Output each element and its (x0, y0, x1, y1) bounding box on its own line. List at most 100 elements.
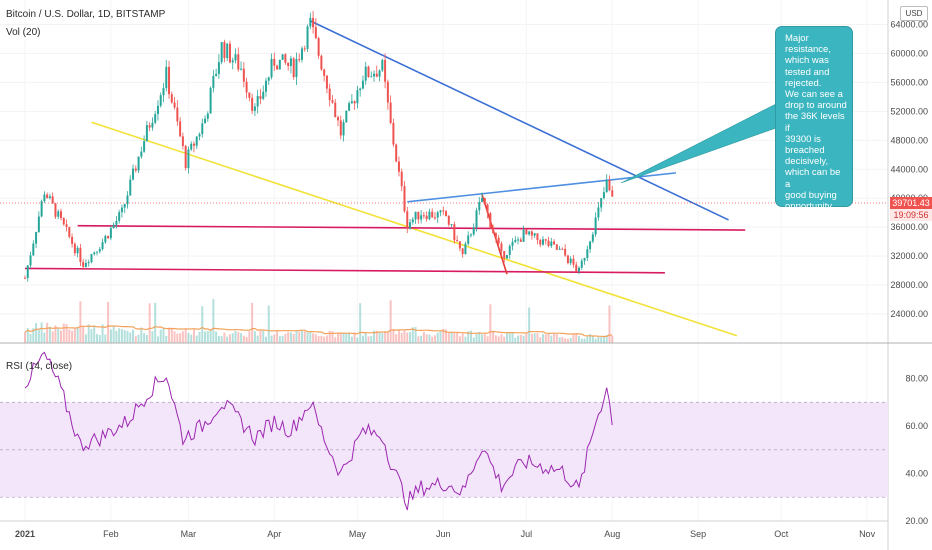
candle-up (301, 48, 303, 60)
candle-up (26, 265, 29, 278)
volume-bar (317, 336, 320, 343)
candle-up (48, 196, 51, 199)
rsi-tick-label: 60.00 (905, 421, 928, 431)
price-tick-label: 52000.00 (890, 106, 928, 116)
volume-label[interactable]: Vol (20) (6, 27, 40, 38)
candle-up (472, 227, 475, 235)
candle-up (84, 263, 87, 267)
candle-down (608, 179, 611, 191)
volume-bar (337, 332, 340, 343)
candle-up (533, 233, 536, 236)
candle-down (395, 144, 398, 162)
candle-down (530, 231, 533, 236)
candle-down (566, 255, 569, 263)
volume-bar (154, 302, 157, 343)
candle-down (525, 229, 528, 235)
volume-bar (107, 302, 110, 343)
candle-down (259, 96, 262, 99)
volume-bar (198, 331, 201, 343)
candle-up (118, 212, 121, 221)
volume-bar (223, 332, 226, 343)
candle-up (370, 76, 373, 78)
volume-bar (298, 331, 301, 343)
candle-up (558, 248, 561, 250)
volume-bars (24, 299, 614, 343)
time-tick-label: Feb (103, 529, 119, 539)
candle-down (179, 121, 182, 137)
candle-down (82, 262, 85, 267)
volume-bar (287, 332, 290, 343)
volume-bar (345, 333, 348, 343)
volume-bar (29, 334, 32, 343)
rsi-tick-label: 40.00 (905, 469, 928, 479)
volume-bar (98, 335, 101, 343)
volume-bar (151, 331, 154, 343)
candle-up (137, 156, 140, 171)
candle-down (237, 54, 240, 70)
candle-down (403, 186, 406, 212)
candle-up (436, 212, 439, 218)
volume-moving-average (24, 325, 613, 338)
volume-bar (118, 328, 121, 343)
volume-bar (600, 337, 603, 343)
candle-down (276, 65, 279, 70)
candle-down (544, 239, 547, 241)
candle-up (126, 195, 129, 205)
candle-up (123, 204, 126, 208)
analysis-callout[interactable]: Major resistance, which was tested and r… (775, 26, 853, 212)
volume-bar (112, 325, 115, 343)
volume-bar (148, 303, 151, 343)
volume-bar (505, 333, 508, 343)
volume-bar (204, 331, 207, 343)
volume-bar (240, 333, 243, 343)
price-tick-label: 32000.00 (890, 251, 928, 261)
volume-bar (442, 328, 445, 343)
volume-bar (306, 332, 309, 343)
volume-bar (578, 335, 580, 343)
volume-bar (334, 337, 337, 343)
currency-badge[interactable]: USD (900, 6, 928, 21)
volume-bar (517, 335, 520, 343)
volume-bar (378, 332, 381, 343)
candle-up (215, 73, 218, 77)
candle-down (492, 228, 495, 234)
volume-bar (431, 336, 434, 343)
candle-up (289, 58, 292, 66)
candle-up (364, 66, 367, 81)
volume-bar (350, 336, 353, 343)
volume-bar (143, 333, 146, 343)
candle-down (561, 248, 564, 250)
candle-down (367, 66, 370, 77)
candle-down (79, 247, 82, 263)
candle-up (361, 80, 364, 89)
candle-up (569, 258, 572, 263)
volume-bar (395, 334, 398, 343)
rsi-label[interactable]: RSI (14, close) (6, 361, 72, 372)
trendline-drawings[interactable] (24, 20, 777, 337)
volume-bar (123, 330, 126, 343)
candle-down (303, 48, 306, 50)
volume-bar (104, 334, 107, 343)
volume-bar (134, 336, 137, 343)
volume-bar (450, 332, 453, 343)
candle-down (500, 243, 503, 252)
symbol-title[interactable]: Bitcoin / U.S. Dollar, 1D, BITSTAMP (6, 9, 166, 20)
volume-bar (264, 336, 267, 343)
volume-bar (583, 338, 586, 343)
volume-bar (425, 334, 428, 343)
red-short-line (481, 194, 508, 275)
volume-bar (176, 333, 179, 343)
candle-up (342, 122, 345, 136)
volume-bar (458, 336, 461, 343)
time-tick-label: Oct (774, 529, 789, 539)
candle-up (253, 106, 256, 111)
volume-bar (101, 324, 104, 343)
volume-bar (93, 325, 96, 343)
volume-bar (187, 332, 190, 343)
volume-bar (301, 330, 303, 343)
volume-bar (569, 337, 572, 343)
volume-bar (170, 328, 173, 343)
volume-bar (68, 329, 71, 343)
candle-up (373, 73, 376, 77)
candle-down (497, 237, 500, 244)
